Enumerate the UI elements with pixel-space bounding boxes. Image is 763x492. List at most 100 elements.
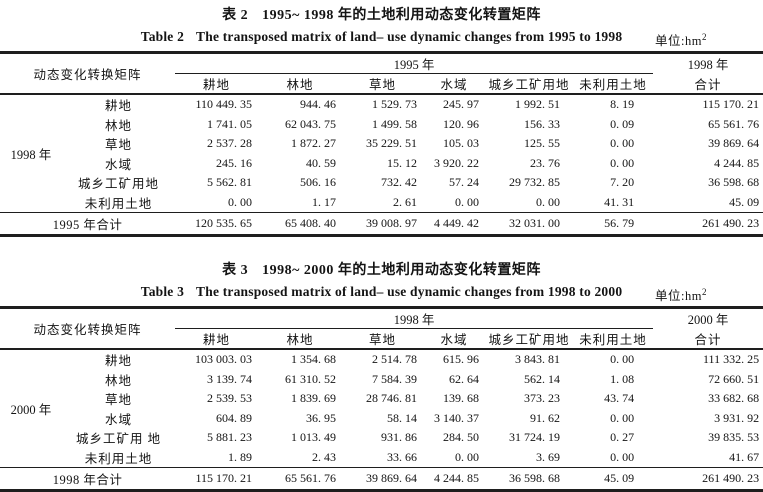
row-group-label: 2000 年 [10, 403, 52, 417]
value-cell: 40. 59 [306, 155, 337, 170]
value-cell: 61 310. 52 [285, 371, 337, 386]
value-cell: 31 724. 19 [509, 430, 561, 445]
value-cell: 2. 43 [312, 449, 337, 464]
table-2-block: 表 2 1995~ 1998 年的土地利用动态变化转置矩阵 Table 2 The … [0, 6, 763, 237]
table-2-en-text: The transposed matrix of land– use dynam… [196, 29, 623, 44]
total-column-header-sum: 合计 [653, 328, 763, 350]
table-3-title-zh: 表 3 1998~ 2000 年的土地利用动态变化转置矩阵 [0, 261, 763, 281]
column-header-forest: 林地 [258, 328, 343, 350]
total-column-header-year: 2000 年 [687, 313, 729, 328]
table-3-block: 表 3 1998~ 2000 年的土地利用动态变化转置矩阵 Table 3 The … [0, 261, 763, 492]
total-row-label: 1998 年合计 [0, 467, 176, 491]
value-cell: 3 931. 92 [714, 410, 760, 425]
value-cell: 62 043. 75 [285, 116, 337, 131]
table-3-zh-text: 1998~ 2000 年的土地利用动态变化转置矩阵 [262, 263, 541, 278]
value-cell: 120. 96 [443, 116, 480, 131]
value-cell: 7 584. 39 [372, 371, 418, 386]
value-cell: 91. 62 [530, 410, 561, 425]
total-cell: 4 244. 85 [423, 467, 486, 491]
total-cell: 36 598. 68 [485, 467, 574, 491]
table-3-en-text: The transposed matrix of land– use dynam… [196, 284, 623, 299]
row-label: 城乡工矿用地 [78, 177, 160, 192]
table-row: 2000 年 耕地 103 003. 03 1 354. 68 2 514. 78 615… [0, 349, 763, 417]
total-cell: 65 408. 40 [258, 212, 343, 236]
value-cell: 1 013. 49 [291, 430, 337, 445]
value-cell: 36. 95 [306, 410, 337, 425]
value-cell: 57. 24 [449, 175, 480, 190]
value-cell: 2 539. 53 [207, 391, 253, 406]
value-cell: 23. 76 [530, 155, 561, 170]
value-cell: 944. 46 [300, 97, 337, 112]
column-header-urban: 城乡工矿用地 [485, 328, 574, 350]
table-3-zh-label: 表 3 [222, 263, 249, 278]
value-cell: 58. 14 [387, 410, 418, 425]
table-2-title-en: Table 2 The transposed matrix of land– us… [0, 26, 763, 48]
total-cell: 120 535. 65 [175, 212, 259, 236]
value-cell: 156. 33 [524, 116, 561, 131]
total-row: 1995 年合计 120 535. 65 65 408. 40 39 008. … [0, 212, 763, 236]
table-row: 未利用土地 0. 00 1. 17 2. 61 0. 00 0. 00 41. 31 45. … [0, 193, 763, 213]
value-cell: 0. 00 [610, 449, 635, 464]
value-cell: 5 562. 81 [207, 175, 253, 190]
total-row: 1998 年合计 115 170. 21 65 561. 76 39 869. … [0, 467, 763, 491]
value-cell: 1 992. 51 [515, 97, 561, 112]
value-cell: 562. 14 [524, 371, 561, 386]
total-row-label: 1995 年合计 [0, 212, 176, 236]
value-cell: 139. 68 [443, 391, 480, 406]
value-cell: 2 514. 78 [372, 352, 418, 367]
table-row: 水域 245. 16 40. 59 15. 12 3 920. 22 23. 76 0. 0… [0, 154, 763, 174]
value-cell: 62. 64 [449, 371, 480, 386]
row-label: 未利用土地 [84, 196, 153, 211]
table-3-footer: 1998 年合计 115 170. 21 65 561. 76 39 869. … [0, 467, 763, 491]
value-cell: 39 869. 64 [708, 136, 760, 151]
column-header-grassland: 草地 [342, 328, 424, 350]
value-cell: 3 139. 74 [207, 371, 253, 386]
table-2-footer: 1995 年合计 120 535. 65 65 408. 40 39 008. … [0, 212, 763, 236]
unit-text: 单位:hm [655, 34, 702, 49]
value-cell: 105. 03 [443, 136, 480, 151]
header-row-2: 耕地 林地 草地 水域 城乡工矿用地 未利用土地 合计 [0, 328, 763, 350]
table-row: 林地 3 139. 74 61 310. 52 7 584. 39 62. 64 562.… [0, 370, 763, 390]
total-cell: 56. 79 [573, 212, 654, 236]
header-row-1: 动态变化转换矩阵 1998 年 2000 年 [0, 307, 763, 350]
value-cell: 0. 00 [610, 155, 635, 170]
table-row: 草地 2 537. 28 1 872. 27 35 229. 51 105. 03 125… [0, 134, 763, 154]
table-2-body: 1998 年 耕地 110 449. 35 944. 46 1 529. 73 245. … [0, 94, 763, 213]
total-column-header-year: 1998 年 [687, 58, 729, 73]
value-cell: 0. 27 [610, 430, 635, 445]
table-row: 1998 年 耕地 110 449. 35 944. 46 1 529. 73 245. … [0, 94, 763, 162]
value-cell: 1 529. 73 [372, 97, 418, 112]
value-cell: 373. 23 [524, 391, 561, 406]
value-cell: 1. 89 [228, 449, 253, 464]
value-cell: 0. 00 [610, 136, 635, 151]
value-cell: 41. 67 [729, 449, 760, 464]
value-cell: 35 229. 51 [366, 136, 418, 151]
value-cell: 2 537. 28 [207, 136, 253, 151]
value-cell: 1. 08 [610, 371, 635, 386]
column-header-water: 水域 [423, 73, 486, 95]
value-cell: 103 003. 03 [195, 352, 253, 367]
value-cell: 1 741. 05 [207, 116, 253, 131]
value-cell: 5 881. 23 [207, 430, 253, 445]
value-cell: 1 839. 69 [291, 391, 337, 406]
matrix-table-3: 动态变化转换矩阵 1998 年 2000 年 耕地 林地 草地 水域 城乡工矿用… [0, 306, 763, 492]
value-cell: 0. 09 [610, 116, 635, 131]
value-cell: 29 732. 85 [509, 175, 561, 190]
total-cell: 39 869. 64 [342, 467, 424, 491]
unit-superscript: 2 [702, 32, 707, 42]
value-cell: 3 843. 81 [515, 352, 561, 367]
value-cell: 115 170. 21 [702, 97, 760, 112]
total-cell: 39 008. 97 [342, 212, 424, 236]
value-cell: 15. 12 [387, 155, 418, 170]
total-cell: 65 561. 76 [258, 467, 343, 491]
value-cell: 41. 31 [604, 194, 635, 209]
value-cell: 732. 42 [381, 175, 418, 190]
value-cell: 39 835. 53 [708, 430, 760, 445]
value-cell: 284. 50 [443, 430, 480, 445]
table-3-header: 动态变化转换矩阵 1998 年 2000 年 耕地 林地 草地 水域 城乡工矿用… [0, 307, 763, 350]
matrix-table-2: 动态变化转换矩阵 1995 年 1998 年 耕地 林地 草地 水域 城乡工矿用… [0, 51, 763, 237]
year-column-group-header: 1998 年 [175, 307, 654, 329]
table-2-zh-text: 1995~ 1998 年的土地利用动态变化转置矩阵 [262, 8, 541, 23]
table-2-zh-label: 表 2 [222, 8, 249, 23]
